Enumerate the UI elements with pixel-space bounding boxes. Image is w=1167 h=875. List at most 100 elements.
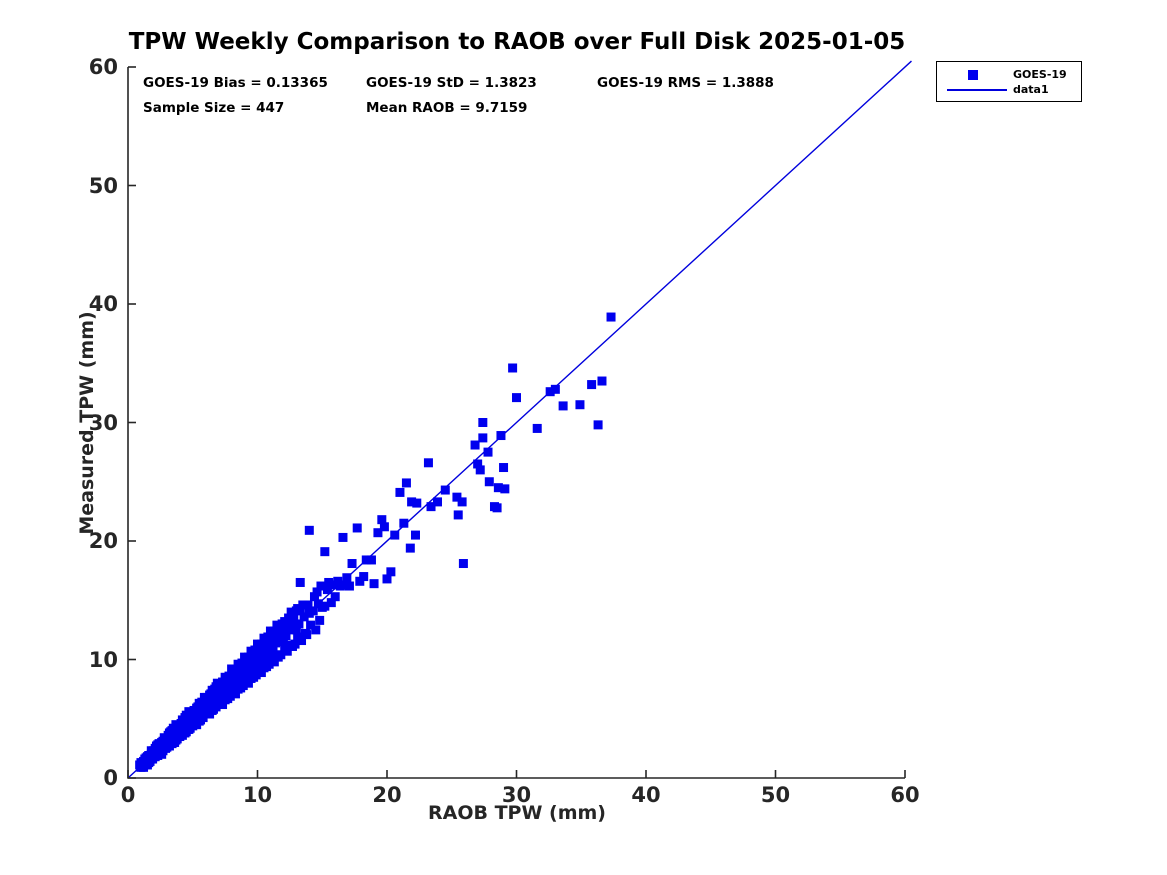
scatter-point [339,580,349,590]
scatter-point [361,555,371,565]
scatter-point [289,611,299,621]
scatter-point [232,666,242,676]
x-tick-label: 30 [501,783,532,807]
scatter-point [265,647,275,657]
scatter-point [545,387,555,397]
scatter-point [268,631,278,641]
scatter-point [164,735,174,745]
scatter-point [216,696,226,706]
scatter-point [268,643,278,653]
scatter-point [373,528,383,538]
scatter-point [550,384,560,394]
scatter-point [344,581,354,591]
legend-entry-data1: data1 [937,81,1081,99]
scatter-point [324,577,334,587]
scatter-point [233,671,243,681]
scatter-point [347,559,357,569]
scatter-point [311,625,321,635]
x-tick-label: 60 [890,783,920,807]
x-tick-label: 40 [631,783,661,807]
scatter-point [558,401,568,411]
scatter-point [470,440,480,450]
scatter-point [297,636,307,646]
x-tick-label: 20 [372,783,402,807]
scatter-point [475,465,485,475]
scatter-point [532,423,542,433]
scatter-point [478,433,488,443]
scatter-point [309,592,319,602]
scatter-point [366,555,376,565]
scatter-point [298,600,308,610]
scatter-point [320,547,330,557]
scatter-point [423,458,433,468]
legend-box: GOES-19 data1 [936,61,1082,102]
scatter-point [412,498,422,508]
chart-title: TPW Weekly Comparison to RAOB over Full … [128,29,906,55]
scatter-point [369,579,379,589]
x-tick-label: 50 [760,783,791,807]
scatter-point [253,659,262,669]
scatter-point [269,657,279,667]
scatter-point [294,619,304,629]
stat-mean-raob: Mean RAOB = 9.7159 [366,100,528,116]
scatter-point [478,418,488,427]
scatter-point [440,485,450,495]
y-tick-label: 0 [103,766,118,790]
y-tick-label: 40 [88,292,118,316]
stat-sample-size: Sample Size = 447 [143,100,285,116]
stat-std: GOES-19 StD = 1.3823 [366,75,537,91]
scatter-point [386,567,396,577]
scatter-point [208,697,218,707]
scatter-point [338,532,348,542]
y-axis-label: Measured TPW (mm) [76,311,98,535]
scatter-point [220,679,230,689]
scatter-point [304,525,314,535]
scatter-point [333,576,343,586]
scatter-point [359,572,369,582]
scatter-point [295,605,305,615]
scatter-point [256,652,266,662]
scatter-point [247,666,257,676]
scatter-point [315,615,325,625]
scatter-point [316,581,326,591]
y-tick-label: 60 [88,55,118,79]
scatter-point [184,716,194,726]
scatter-point [153,740,163,750]
scatter-point [379,522,389,532]
scatter-point [377,515,387,525]
scatter-point [240,671,250,681]
scatter-point [499,463,509,473]
scatter-point [264,636,274,646]
scatter-point [278,623,288,633]
scatter-point [181,710,191,720]
scatter-point [330,592,340,602]
scatter-point [255,644,265,654]
scatter-point [285,625,295,635]
scatter-point [230,689,240,699]
scatter-point [587,380,597,390]
scatter-point [299,612,309,622]
y-tick-label: 30 [88,410,118,435]
scatter-point [206,689,216,699]
scatter-point [575,400,585,410]
scatter-point [352,523,362,533]
scatter-point [355,576,365,586]
scatter-point [237,666,247,676]
scatter-point [221,686,231,696]
scatter-point [282,646,292,656]
legend-line-swatch [947,89,1007,91]
scatter-point [179,727,189,737]
scatter-point [177,715,187,725]
scatter-point [326,598,336,608]
scatter-point [302,630,312,640]
scatter-point [493,483,503,493]
scatter-point [312,587,322,597]
stat-rms: GOES-19 RMS = 1.3888 [597,75,774,91]
scatter-point [282,618,292,628]
scatter-point [243,678,253,688]
legend-entry-goes19: GOES-19 [937,66,1081,84]
scatter-point [196,709,206,719]
legend-label-data1: data1 [1013,83,1049,96]
